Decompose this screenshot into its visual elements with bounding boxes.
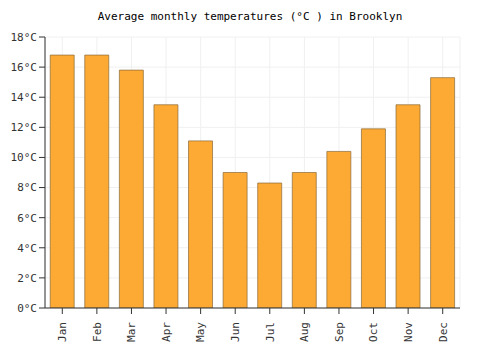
svg-text:Aug: Aug [298,322,311,342]
svg-text:Apr: Apr [160,322,173,342]
svg-text:6°C: 6°C [17,212,37,225]
svg-text:2°C: 2°C [17,272,37,285]
svg-text:16°C: 16°C [11,61,38,74]
svg-text:May: May [194,322,207,342]
svg-text:18°C: 18°C [11,31,38,44]
svg-text:Mar: Mar [125,322,138,342]
svg-text:Sep: Sep [333,322,346,342]
svg-text:Feb: Feb [91,322,104,342]
svg-text:10°C: 10°C [11,151,38,164]
svg-text:Jan: Jan [56,322,69,342]
svg-text:4°C: 4°C [17,242,37,255]
svg-text:Dec: Dec [437,322,450,342]
svg-text:14°C: 14°C [11,91,38,104]
svg-text:Jun: Jun [229,322,242,342]
svg-text:8°C: 8°C [17,181,37,194]
svg-text:Oct: Oct [367,322,380,342]
svg-text:Jul: Jul [264,322,277,342]
svg-text:Nov: Nov [402,322,415,342]
svg-text:12°C: 12°C [11,121,38,134]
svg-text:0°C: 0°C [17,302,37,315]
html-text:Average monthly temperatures (: Average monthly temperatures (°C ) in Br… [97,10,403,23]
